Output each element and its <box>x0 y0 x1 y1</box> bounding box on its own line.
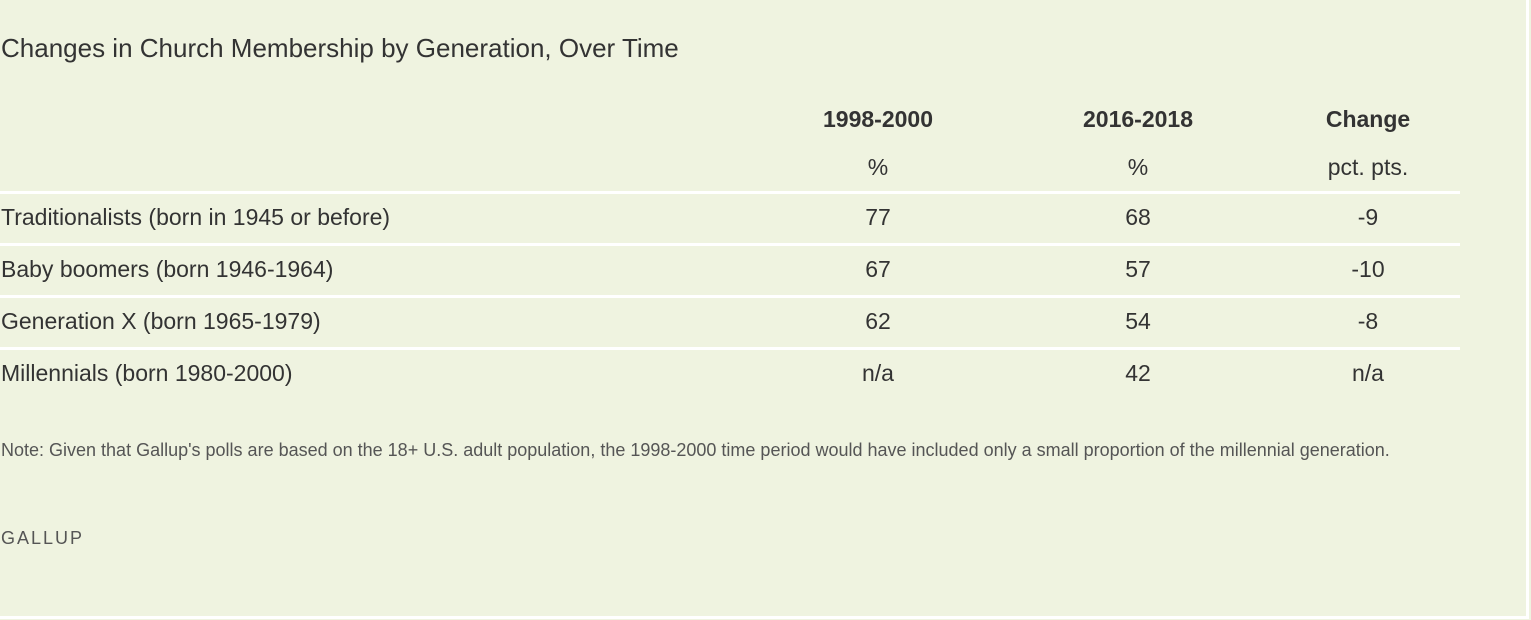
table-cell: 54 <box>1125 308 1151 334</box>
column-header-1998-2000: 1998-2000 <box>823 106 933 132</box>
table-cell: -8 <box>1357 308 1379 334</box>
table-cell: n/a <box>1352 360 1384 386</box>
table-cell: -9 <box>1357 204 1379 230</box>
table-row: Traditionalists (born in 1945 or before)… <box>0 194 1460 246</box>
row-label: Generation X (born 1965-1979) <box>1 308 321 334</box>
table-cell: 62 <box>865 308 891 334</box>
column-unit-change: pct. pts. <box>1327 154 1409 180</box>
table-cell: 42 <box>1125 360 1151 386</box>
source-credit: GALLUP <box>1 528 85 548</box>
table-row: Baby boomers (born 1946-1964) 67 57 -10 <box>0 246 1460 298</box>
table-cell: 67 <box>865 256 891 282</box>
chart-title: Changes in Church Membership by Generati… <box>1 33 679 63</box>
data-table: 1998-2000 2016-2018 Change % % pct. pts.… <box>0 95 1460 399</box>
table-cell: n/a <box>862 360 894 386</box>
table-cell: -10 <box>1351 256 1385 282</box>
table-cell: 57 <box>1125 256 1151 282</box>
table-cell: 68 <box>1125 204 1151 230</box>
table-header-row: 1998-2000 2016-2018 Change % % pct. pts. <box>0 95 1460 194</box>
column-unit-2016-2018: % <box>1127 154 1149 180</box>
column-header-2016-2018: 2016-2018 <box>1083 106 1193 132</box>
row-label: Millennials (born 1980-2000) <box>1 360 293 386</box>
table-cell: 77 <box>865 204 891 230</box>
column-unit-1998-2000: % <box>867 154 889 180</box>
table-row: Millennials (born 1980-2000) n/a 42 n/a <box>0 350 1460 399</box>
table-row: Generation X (born 1965-1979) 62 54 -8 <box>0 298 1460 350</box>
row-label: Baby boomers (born 1946-1964) <box>1 256 334 282</box>
chart-note: Note: Given that Gallup's polls are base… <box>1 440 1390 460</box>
row-label: Traditionalists (born in 1945 or before) <box>1 204 391 230</box>
column-header-change: Change <box>1325 106 1411 132</box>
